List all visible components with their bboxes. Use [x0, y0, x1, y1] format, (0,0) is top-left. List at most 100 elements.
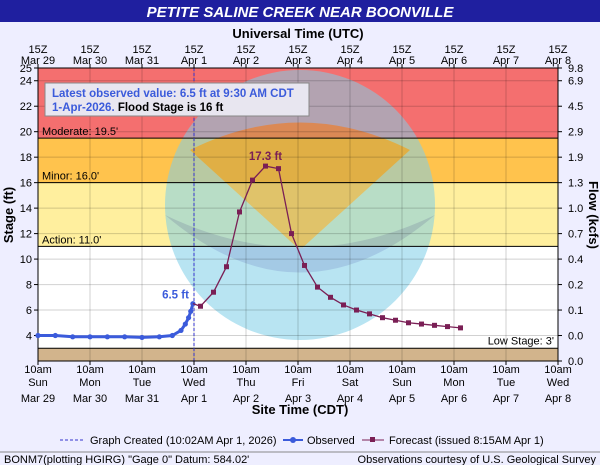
- x-tick-label: Sun: [392, 377, 412, 389]
- x-tick-label: 10am: [492, 364, 520, 376]
- top-tick-label: 15Z: [289, 44, 308, 56]
- legend: Graph Created (10:02AM Apr 1, 2026) Obse…: [60, 435, 544, 447]
- x-tick-label: Apr 8: [545, 393, 571, 405]
- x-tick-label: Apr 5: [389, 393, 415, 405]
- threshold-label: Moderate: 19.5': [42, 126, 118, 138]
- y2-tick-label: 9.8: [568, 63, 583, 75]
- forecast-point: [432, 322, 437, 328]
- top-tick-label: Apr 2: [233, 55, 259, 67]
- forecast-point: [341, 302, 346, 308]
- forecast-point: [289, 231, 294, 237]
- top-tick-label: Mar 29: [21, 55, 55, 67]
- observed-point: [169, 332, 175, 339]
- x-tick-label: Apr 6: [441, 393, 467, 405]
- observed-point: [35, 332, 41, 339]
- observed-point: [178, 327, 184, 334]
- forecast-point: [328, 294, 333, 300]
- annotation-label: 17.3 ft: [249, 151, 282, 163]
- threshold-label: Low Stage: 3': [488, 335, 554, 347]
- noaa-watermark: [165, 70, 435, 340]
- latest-observation-callout: Latest observed value: 6.5 ft at 9:30 AM…: [44, 82, 310, 117]
- band-low: [38, 348, 558, 361]
- top-tick-label: 15Z: [185, 44, 204, 56]
- y-tick-label: 18: [20, 152, 32, 164]
- x-tick-label: 10am: [24, 364, 52, 376]
- x-tick-label: Sun: [28, 377, 48, 389]
- forecast-point: [393, 317, 398, 323]
- y2-tick-label: 1.3: [568, 178, 583, 190]
- threshold-label: Minor: 16.0': [42, 171, 99, 183]
- y2-tick-label: 0.1: [568, 305, 583, 317]
- top-tick-label: Mar 31: [125, 55, 159, 67]
- y-axis-title: Stage (ft): [1, 187, 16, 243]
- x-tick-label: 10am: [76, 364, 104, 376]
- top-tick-label: 15Z: [393, 44, 412, 56]
- x-tick-label: Apr 4: [337, 393, 363, 405]
- observed-point: [87, 334, 93, 340]
- x-tick-label: 10am: [232, 364, 260, 376]
- top-tick-label: 15Z: [497, 44, 516, 56]
- top-tick-label: 15Z: [445, 44, 464, 56]
- x-tick-label: 10am: [544, 364, 572, 376]
- y-tick-label: 14: [20, 203, 32, 215]
- observed-point: [139, 334, 145, 341]
- legend-forecast: Forecast (issued 8:15AM Apr 1): [389, 435, 544, 447]
- forecast-point: [250, 177, 255, 183]
- y2-tick-label: 0.2: [568, 280, 583, 292]
- top-tick-label: Apr 1: [181, 55, 207, 67]
- y-tick-label: 25: [20, 63, 32, 75]
- top-tick-label: 15Z: [237, 44, 256, 56]
- observed-point: [188, 308, 194, 314]
- legend-graph-created: Graph Created (10:02AM Apr 1, 2026): [90, 435, 277, 447]
- observed-point: [185, 315, 192, 321]
- top-tick-label: 15Z: [549, 44, 568, 56]
- forecast-point: [302, 262, 307, 268]
- y-tick-label: 6: [26, 305, 32, 317]
- x-tick-label: Fri: [292, 377, 305, 389]
- observed-point: [190, 301, 196, 307]
- y-tick-label: 4: [26, 331, 32, 343]
- x-tick-label: Thu: [237, 377, 256, 389]
- top-tick-label: Apr 6: [441, 55, 467, 67]
- callout-date: 1-Apr-2026.: [52, 102, 115, 114]
- observed-point: [70, 334, 76, 340]
- top-tick-label: Apr 5: [389, 55, 415, 67]
- top-tick-label: 15Z: [133, 44, 152, 56]
- footer-right: Observations courtesy of U.S. Geological…: [358, 454, 597, 465]
- top-axis-title: Universal Time (UTC): [232, 26, 363, 41]
- observed-point: [104, 334, 110, 340]
- x-tick-label: 10am: [440, 364, 468, 376]
- top-tick-label: 15Z: [341, 44, 360, 56]
- y2-tick-label: 1.0: [568, 203, 583, 215]
- x-tick-label: Tue: [497, 377, 516, 389]
- callout-line2: 1-Apr-2026. Flood Stage is 16 ft: [52, 102, 223, 114]
- x-tick-label: 10am: [128, 364, 156, 376]
- x-axis-title: Site Time (CDT): [252, 402, 349, 417]
- forecast-point: [198, 303, 203, 309]
- x-tick-label: Mar 30: [73, 393, 107, 405]
- y2-tick-label: 6.9: [568, 76, 583, 88]
- forecast-point: [419, 321, 424, 327]
- y-tick-label: 24: [20, 76, 32, 88]
- x-tick-label: Apr 2: [233, 393, 259, 405]
- x-tick-label: Mon: [79, 377, 100, 389]
- y-tick-label: 12: [20, 229, 32, 241]
- y-tick-label: 10: [20, 254, 32, 266]
- y2-tick-label: 0.4: [568, 254, 583, 266]
- forecast-point: [354, 307, 359, 313]
- footer-left: BONM7(plotting HGIRG) "Gage 0" Datum: 58…: [4, 454, 249, 465]
- threshold-label: Action: 11.0': [42, 234, 101, 246]
- x-tick-label: 10am: [180, 364, 208, 376]
- y2-tick-label: 0.0: [568, 331, 583, 343]
- observed-point: [122, 334, 128, 340]
- x-tick-label: 10am: [336, 364, 364, 376]
- observed-point: [52, 332, 58, 339]
- y2-tick-label: 0.7: [568, 229, 583, 241]
- x-tick-label: Mon: [443, 377, 464, 389]
- x-tick-label: Sat: [342, 377, 359, 389]
- forecast-point: [406, 320, 411, 326]
- top-tick-label: 15Z: [29, 44, 48, 56]
- y2-axis-title: Flow (kcfs): [586, 181, 600, 249]
- callout-box: [44, 82, 310, 117]
